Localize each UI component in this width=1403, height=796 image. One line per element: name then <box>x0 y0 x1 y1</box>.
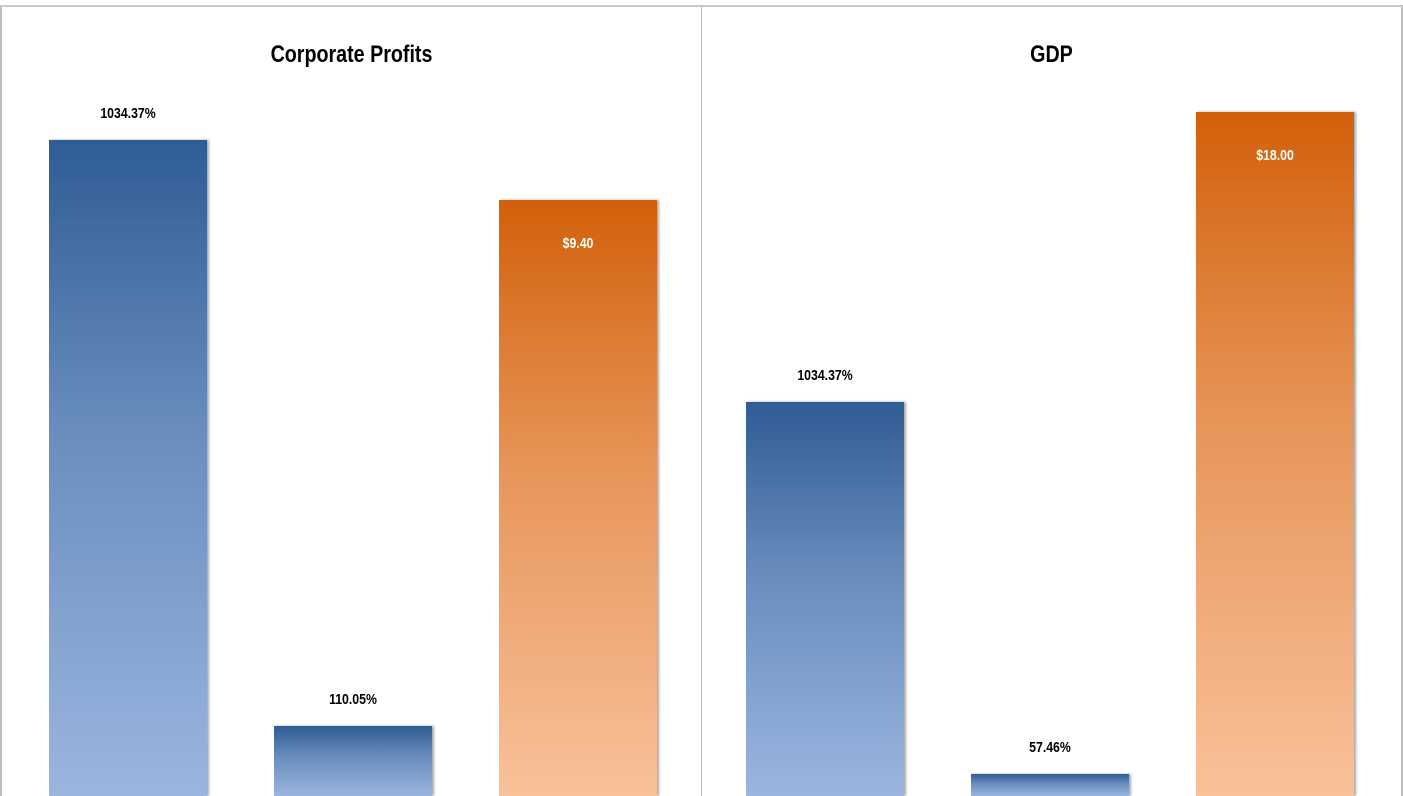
gdp-panel: GDP 1034.37% 57.46% $18.00 <box>702 7 1403 796</box>
bar-data-label: $9.40 <box>563 235 594 251</box>
bar-data-label: 110.05% <box>329 691 377 707</box>
bar <box>499 200 657 796</box>
bar <box>971 774 1129 796</box>
bar-data-label: 1034.37% <box>100 105 155 121</box>
bar <box>746 402 904 796</box>
bar-data-label: 1034.37% <box>797 367 852 383</box>
chart-title: Corporate Profits <box>270 41 433 68</box>
bar <box>49 140 207 796</box>
bar <box>1196 112 1354 796</box>
bar-data-label: 57.46% <box>1029 739 1071 755</box>
bar-data-label: $18.00 <box>1256 147 1294 163</box>
chart-title: GDP <box>1030 41 1073 68</box>
top-divider <box>0 0 1403 7</box>
corporate-profits-panel: Corporate Profits 1034.37% 110.05% $9.40 <box>0 7 702 796</box>
corporate-profits-chart: 1034.37% 110.05% $9.40 <box>49 105 657 796</box>
bar <box>274 726 432 796</box>
gdp-chart: 1034.37% 57.46% $18.00 <box>746 112 1354 796</box>
